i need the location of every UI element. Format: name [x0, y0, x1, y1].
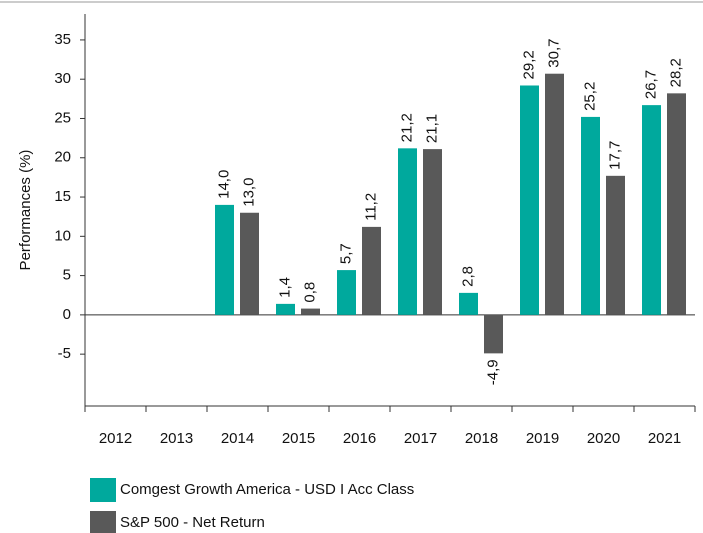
- value-label: 17,7: [606, 141, 623, 170]
- y-tick-label: -5: [58, 345, 71, 362]
- x-tick-label: 2021: [648, 430, 681, 447]
- bar: [276, 303, 295, 315]
- bar: [423, 149, 442, 315]
- x-tick-label: 2016: [343, 430, 376, 447]
- value-label: -4,9: [484, 359, 501, 385]
- y-axis-label: Performances (%): [17, 150, 34, 271]
- bar: [520, 85, 539, 315]
- bar: [362, 226, 381, 315]
- x-tick-label: 2014: [221, 430, 254, 447]
- bar: [337, 270, 356, 315]
- bar: [215, 204, 234, 315]
- value-label: 5,7: [337, 243, 354, 264]
- value-label: 14,0: [215, 170, 232, 199]
- y-tick-label: 10: [54, 227, 71, 244]
- value-label: 13,0: [240, 178, 257, 207]
- y-tick-label: 15: [54, 188, 71, 205]
- x-tick-label: 2018: [465, 430, 498, 447]
- bar: [301, 308, 320, 315]
- y-tick-label: 30: [54, 70, 71, 87]
- legend-label: S&P 500 - Net Return: [120, 514, 265, 531]
- y-tick-label: 20: [54, 149, 71, 166]
- bar: [606, 175, 625, 315]
- x-tick-label: 2019: [526, 430, 559, 447]
- bar: [459, 292, 478, 315]
- value-label: 26,7: [642, 70, 659, 99]
- x-tick-label: 2017: [404, 430, 437, 447]
- y-tick-label: 0: [63, 306, 71, 323]
- x-tick-label: 2012: [99, 430, 132, 447]
- value-label: 21,1: [423, 114, 440, 143]
- bar: [484, 314, 503, 354]
- value-label: 28,2: [667, 58, 684, 87]
- y-tick-label: 5: [63, 267, 71, 284]
- x-tick-label: 2015: [282, 430, 315, 447]
- bar: [642, 105, 661, 315]
- legend-label: Comgest Growth America - USD I Acc Class: [120, 481, 414, 498]
- value-label: 0,8: [301, 282, 318, 303]
- legend-swatch: [90, 478, 116, 502]
- bar: [240, 212, 259, 315]
- x-tick-label: 2020: [587, 430, 620, 447]
- value-label: 21,2: [398, 113, 415, 142]
- value-label: 25,2: [581, 82, 598, 111]
- value-label: 2,8: [459, 266, 476, 287]
- y-tick-label: 35: [54, 31, 71, 48]
- bar: [667, 93, 686, 315]
- x-tick-label: 2013: [160, 430, 193, 447]
- value-label: 29,2: [520, 50, 537, 79]
- bar: [398, 148, 417, 315]
- bar: [581, 116, 600, 315]
- legend-swatch: [90, 511, 116, 533]
- bar: [545, 73, 564, 315]
- value-label: 30,7: [545, 39, 562, 68]
- value-label: 1,4: [276, 277, 293, 298]
- y-tick-label: 25: [54, 109, 71, 126]
- value-label: 11,2: [362, 193, 379, 221]
